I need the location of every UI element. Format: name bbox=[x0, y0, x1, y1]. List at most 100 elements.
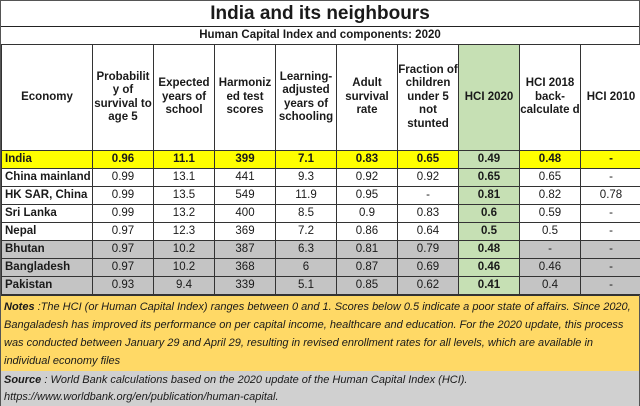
cell-hci-2018: 0.46 bbox=[519, 258, 581, 277]
source-url: https://www.worldbank.org/en/publication… bbox=[4, 391, 279, 403]
cell-not-stunted: 0.92 bbox=[397, 168, 459, 187]
cell-hci-2020: 0.41 bbox=[458, 276, 520, 295]
cell-learning-adjusted: 7.1 bbox=[275, 150, 337, 169]
cell-survival-age5: 0.97 bbox=[92, 222, 154, 241]
cell-test-scores: 399 bbox=[214, 150, 276, 169]
table-row: Nepal 0.97 12.3 369 7.2 0.86 0.64 0.5 0.5- bbox=[1, 222, 640, 241]
header-expected-years: Expected years of school bbox=[153, 44, 215, 151]
cell-hci-2018: 0.65 bbox=[519, 168, 581, 187]
cell-hci-2020: 0.46 bbox=[458, 258, 520, 277]
table-row: Sri Lanka 0.99 13.2 400 8.5 0.9 0.83 0.6 0.59- bbox=[1, 204, 640, 223]
cell-economy: Bhutan bbox=[1, 240, 93, 259]
cell-survival-age5: 0.99 bbox=[92, 204, 154, 223]
cell-survival-age5: 0.99 bbox=[92, 168, 154, 187]
cell-expected-years: 10.2 bbox=[153, 240, 215, 259]
cell-adult-survival: 0.83 bbox=[336, 150, 398, 169]
cell-survival-age5: 0.99 bbox=[92, 186, 154, 205]
cell-hci-2010: - bbox=[580, 222, 640, 241]
cell-test-scores: 387 bbox=[214, 240, 276, 259]
table-row: Pakistan 0.93 9.4 339 5.1 0.85 0.62 0.41 0.4- bbox=[1, 276, 640, 295]
header-adult-survival: Adult survival rate bbox=[336, 44, 398, 151]
cell-not-stunted: 0.79 bbox=[397, 240, 459, 259]
cell-not-stunted: 0.64 bbox=[397, 222, 459, 241]
cell-expected-years: 10.2 bbox=[153, 258, 215, 277]
cell-learning-adjusted: 8.5 bbox=[275, 204, 337, 223]
cell-adult-survival: 0.92 bbox=[336, 168, 398, 187]
cell-adult-survival: 0.86 bbox=[336, 222, 398, 241]
source-label: Source bbox=[4, 374, 42, 386]
table-row: Bhutan 0.97 10.2 387 6.3 0.81 0.79 0.48- - bbox=[1, 240, 640, 259]
cell-hci-2010: - bbox=[580, 240, 640, 259]
cell-expected-years: 13.1 bbox=[153, 168, 215, 187]
cell-survival-age5: 0.97 bbox=[92, 240, 154, 259]
table-row: China mainland 0.99 13.1 441 9.3 0.92 0.92 0.65… bbox=[1, 168, 640, 187]
source-box: Source : World Bank calculations based o… bbox=[1, 371, 639, 406]
cell-test-scores: 369 bbox=[214, 222, 276, 241]
page-title: India and its neighbours bbox=[1, 1, 639, 27]
header-economy: Economy bbox=[1, 44, 93, 151]
cell-not-stunted: 0.62 bbox=[397, 276, 459, 295]
cell-hci-2010: - bbox=[580, 258, 640, 277]
header-not-stunted: Fraction of children under 5 not stunted bbox=[397, 44, 459, 151]
cell-not-stunted: 0.69 bbox=[397, 258, 459, 277]
cell-economy: Pakistan bbox=[1, 276, 93, 295]
cell-learning-adjusted: 9.3 bbox=[275, 168, 337, 187]
table-row: India 0.96 11.1 399 7.1 0.83 0.65 0.49 0.48- bbox=[1, 150, 640, 169]
cell-adult-survival: 0.95 bbox=[336, 186, 398, 205]
cell-hci-2010: - bbox=[580, 168, 640, 187]
cell-hci-2020: 0.48 bbox=[458, 240, 520, 259]
cell-hci-2020: 0.65 bbox=[458, 168, 520, 187]
cell-hci-2010: - bbox=[580, 150, 640, 169]
cell-hci-2010: 0.78 bbox=[580, 186, 640, 205]
cell-test-scores: 368 bbox=[214, 258, 276, 277]
cell-survival-age5: 0.93 bbox=[92, 276, 154, 295]
cell-expected-years: 13.5 bbox=[153, 186, 215, 205]
cell-learning-adjusted: 5.1 bbox=[275, 276, 337, 295]
table-subtitle: Human Capital Index and components: 2020 bbox=[1, 27, 639, 45]
cell-survival-age5: 0.97 bbox=[92, 258, 154, 277]
cell-hci-2018: - bbox=[519, 240, 581, 259]
cell-adult-survival: 0.85 bbox=[336, 276, 398, 295]
header-learning-adjusted: Learning-adjusted years of schooling bbox=[275, 44, 337, 151]
cell-expected-years: 11.1 bbox=[153, 150, 215, 169]
cell-economy: Sri Lanka bbox=[1, 204, 93, 223]
cell-adult-survival: 0.87 bbox=[336, 258, 398, 277]
cell-test-scores: 549 bbox=[214, 186, 276, 205]
cell-hci-2018: 0.5 bbox=[519, 222, 581, 241]
hci-table: Economy Probabilit y of survival to age … bbox=[1, 44, 640, 295]
cell-not-stunted: 0.83 bbox=[397, 204, 459, 223]
cell-economy: Nepal bbox=[1, 222, 93, 241]
header-survival-age5: Probabilit y of survival to age 5 bbox=[92, 44, 154, 151]
table-row: Bangladesh 0.97 10.2 368 6 0.87 0.69 0.46 0.46- bbox=[1, 258, 640, 277]
cell-hci-2010: - bbox=[580, 204, 640, 223]
cell-learning-adjusted: 11.9 bbox=[275, 186, 337, 205]
cell-economy: India bbox=[1, 150, 93, 169]
header-hci-2018: HCI 2018 back-calculate d bbox=[519, 44, 581, 151]
table-row: HK SAR, China 0.99 13.5 549 11.9 0.95-0.81 0.8… bbox=[1, 186, 640, 205]
cell-learning-adjusted: 6 bbox=[275, 258, 337, 277]
cell-not-stunted: 0.65 bbox=[397, 150, 459, 169]
cell-survival-age5: 0.96 bbox=[92, 150, 154, 169]
cell-economy: HK SAR, China bbox=[1, 186, 93, 205]
cell-learning-adjusted: 7.2 bbox=[275, 222, 337, 241]
cell-economy: Bangladesh bbox=[1, 258, 93, 277]
cell-hci-2018: 0.4 bbox=[519, 276, 581, 295]
cell-hci-2020: 0.5 bbox=[458, 222, 520, 241]
notes-box: Notes :The HCI (or Human Capital Index) … bbox=[1, 295, 639, 374]
cell-hci-2020: 0.49 bbox=[458, 150, 520, 169]
cell-expected-years: 13.2 bbox=[153, 204, 215, 223]
cell-hci-2018: 0.82 bbox=[519, 186, 581, 205]
header-row: Economy Probabilit y of survival to age … bbox=[1, 44, 640, 151]
cell-test-scores: 339 bbox=[214, 276, 276, 295]
cell-hci-2010: - bbox=[580, 276, 640, 295]
cell-hci-2018: 0.48 bbox=[519, 150, 581, 169]
header-hci-2010: HCI 2010 bbox=[580, 44, 640, 151]
cell-test-scores: 400 bbox=[214, 204, 276, 223]
source-text: : World Bank calculations based on the 2… bbox=[41, 374, 468, 386]
cell-hci-2020: 0.6 bbox=[458, 204, 520, 223]
cell-hci-2018: 0.59 bbox=[519, 204, 581, 223]
cell-expected-years: 9.4 bbox=[153, 276, 215, 295]
cell-learning-adjusted: 6.3 bbox=[275, 240, 337, 259]
header-hci-2020: HCI 2020 bbox=[458, 44, 520, 151]
cell-adult-survival: 0.9 bbox=[336, 204, 398, 223]
